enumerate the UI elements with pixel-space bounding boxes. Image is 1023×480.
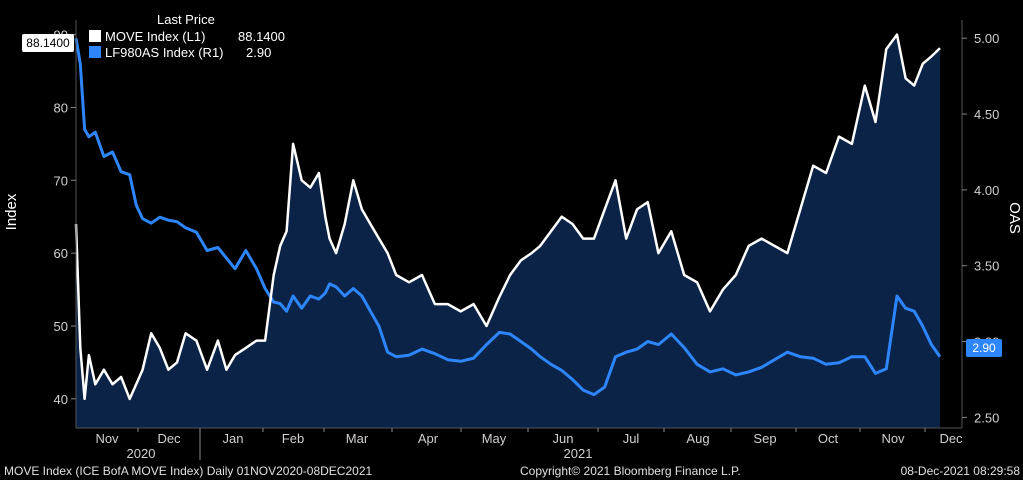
x-tick-label: Aug [686, 431, 709, 446]
footer-right: 08-Dec-2021 08:29:58 [901, 464, 1021, 478]
legend-title: Last Price [157, 12, 215, 27]
legend-label-move: MOVE Index (L1) [105, 29, 205, 44]
move-area [76, 34, 940, 428]
right-tick-label: 4.50 [974, 107, 999, 122]
left-tick-label: 80 [54, 100, 68, 115]
legend-swatch-move [89, 30, 101, 42]
x-tick-label: Apr [418, 431, 439, 446]
svg-text:2.90: 2.90 [972, 341, 996, 355]
x-tick-label: Dec [157, 431, 181, 446]
x-tick-label: Jun [553, 431, 574, 446]
series-line-move [74, 33, 941, 401]
x-tick-label: May [482, 431, 507, 446]
right-tick-label: 3.50 [974, 259, 999, 274]
right-tick-label: 5.00 [974, 31, 999, 46]
footer-left: MOVE Index (ICE BofA MOVE Index) Daily 0… [4, 464, 372, 478]
svg-text:88.1400: 88.1400 [26, 36, 70, 50]
right-tick-label: 2.50 [974, 410, 999, 425]
right-last-value-tag: 2.90 [966, 339, 1002, 357]
legend-label-oas: LF980AS Index (R1) [105, 45, 224, 60]
series-line-lf980as [74, 37, 942, 397]
x-tick-label: Oct [818, 431, 839, 446]
series-lines [74, 33, 942, 401]
legend: Last Price MOVE Index (L1) 88.1400 LF980… [84, 10, 292, 65]
x-tick-label: Feb [282, 431, 304, 446]
x-tick-label: Nov [881, 431, 905, 446]
x-tick-label: Jan [223, 431, 244, 446]
left-axis: 405060708090 [54, 20, 77, 428]
left-tick-label: 60 [54, 246, 68, 261]
x-tick-label: Nov [95, 431, 119, 446]
x-year-label: 2021 [564, 446, 593, 461]
legend-swatch-oas [89, 46, 101, 58]
left-tick-label: 50 [54, 319, 68, 334]
x-tick-label: Mar [346, 431, 369, 446]
move-area-fill [76, 34, 940, 428]
left-last-value-tag: 88.1400 [22, 34, 74, 52]
x-axis: Nov Dec Jan Feb Mar Apr May Jun Jul Aug Sep Oct Nov D… [76, 427, 963, 461]
right-axis-title: OAS [1006, 202, 1023, 234]
legend-value-oas: 2.90 [246, 45, 271, 60]
footer-center: Copyright© 2021 Bloomberg Finance L.P. [520, 464, 741, 478]
left-tick-label: 70 [54, 173, 68, 188]
x-year-label: 2020 [127, 446, 156, 461]
legend-box [84, 10, 292, 65]
left-tick-label: 40 [54, 392, 68, 407]
x-tick-label: Jul [623, 431, 640, 446]
legend-value-move: 88.1400 [238, 29, 285, 44]
x-tick-label: Sep [753, 431, 776, 446]
left-axis-title: Index [3, 193, 20, 230]
right-tick-label: 4.00 [974, 183, 999, 198]
x-tick-label: Dec [939, 431, 963, 446]
